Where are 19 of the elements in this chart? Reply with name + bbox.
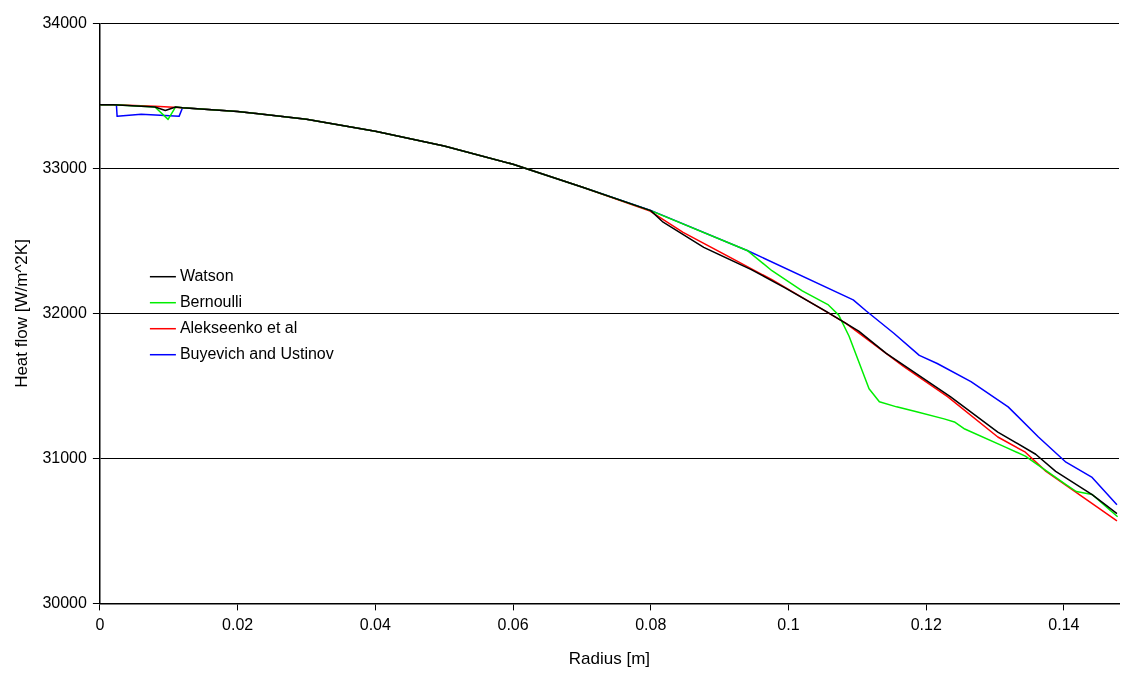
legend-label: Buyevich and Ustinov (179, 345, 334, 363)
x-tick-label: 0.02 (222, 616, 254, 634)
x-tick-label: 0.14 (1048, 616, 1080, 634)
x-axis-title: Radius [m] (568, 649, 651, 669)
x-tick-label: 0.12 (910, 616, 942, 634)
x-tick-label: 0 (95, 616, 105, 634)
y-tick-label: 30000 (42, 593, 87, 611)
x-tick-label: 0.08 (635, 616, 667, 634)
y-axis-title: Heat flow [W/m^2K] (11, 239, 31, 388)
legend-label: Watson (179, 267, 234, 285)
x-tick-label: 0.06 (497, 616, 529, 634)
y-tick-label: 33000 (42, 158, 87, 176)
y-tick-label: 32000 (42, 303, 87, 321)
y-tick-label: 34000 (42, 14, 87, 32)
legend-label: Bernoulli (179, 293, 243, 311)
x-tick-label: 0.04 (359, 616, 391, 634)
legend-label: Alekseenko et al (179, 319, 298, 337)
y-tick-label: 31000 (42, 448, 87, 466)
x-tick-label: 0.1 (777, 616, 800, 634)
